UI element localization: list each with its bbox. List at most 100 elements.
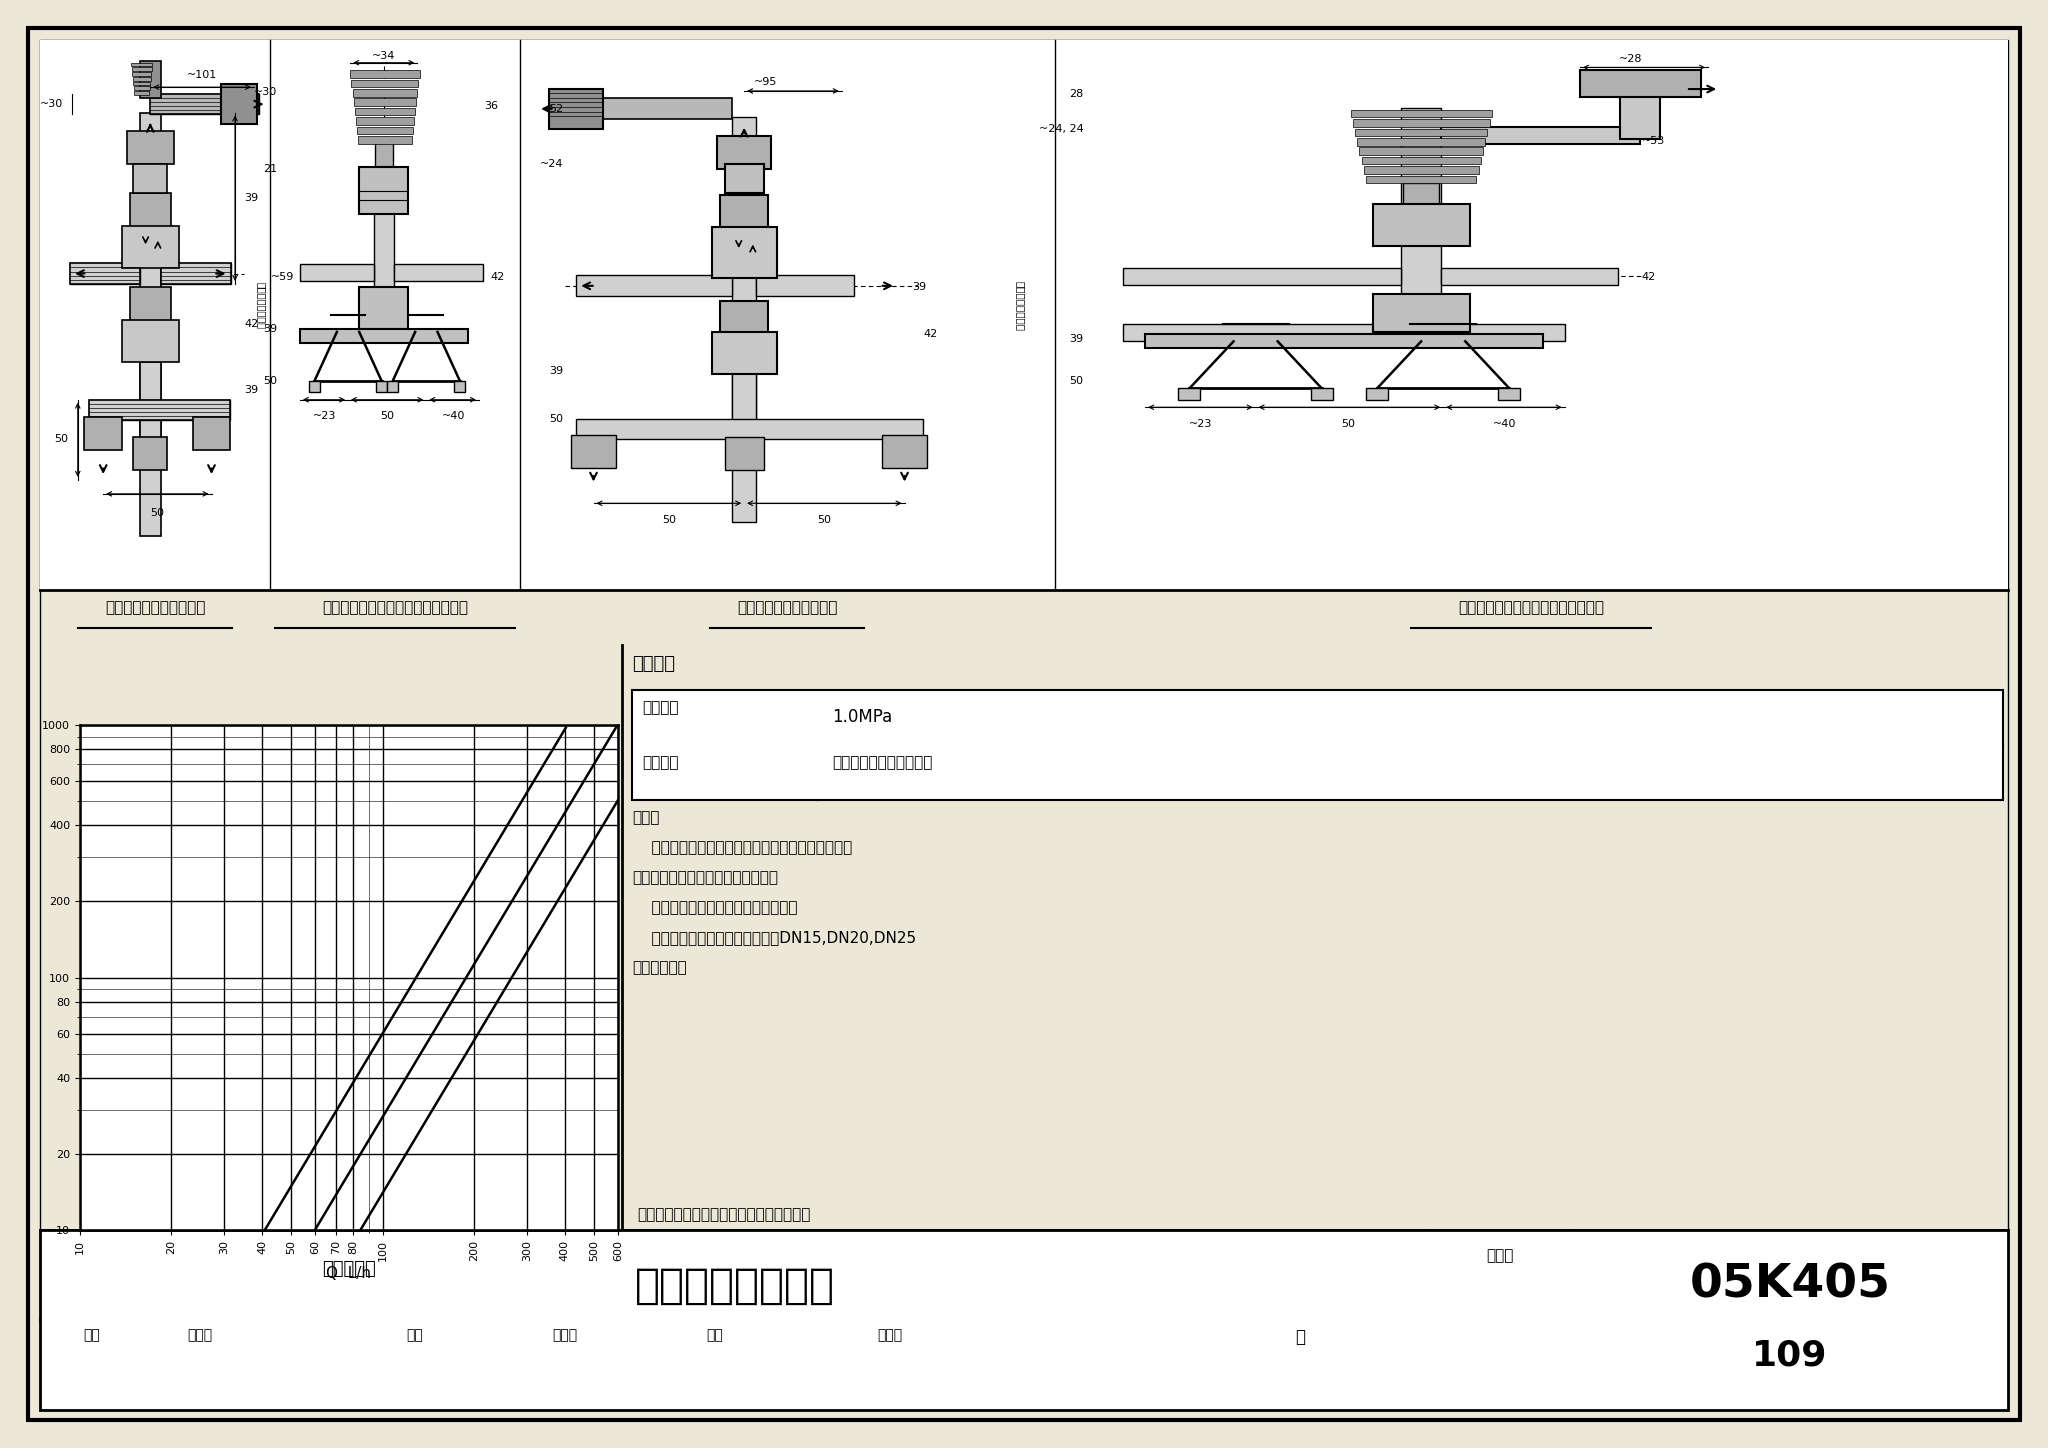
Bar [160,264,231,284]
Bar [1499,388,1520,400]
Bar [131,62,152,67]
Bar [633,691,2003,799]
Text: 39: 39 [1069,333,1083,343]
Bar [139,362,160,447]
Text: 工作压力: 工作压力 [641,699,678,715]
Bar [41,41,2007,589]
Bar [133,87,150,90]
Text: 36: 36 [485,101,498,111]
Bar [756,275,854,297]
Text: 页: 页 [1294,1328,1305,1347]
Bar [1403,184,1440,207]
Text: ~30: ~30 [39,98,63,109]
Text: 52: 52 [549,104,563,114]
Bar [354,98,416,106]
Bar [565,98,733,119]
Bar [725,165,764,193]
Text: 42: 42 [1642,272,1657,282]
Text: 50: 50 [55,434,68,445]
Bar [1364,167,1479,174]
Text: 单管系统温控阀组，带预设定功能。: 单管系统温控阀组，带预设定功能。 [633,901,797,915]
Bar [129,287,172,324]
Bar [571,436,616,469]
Text: 21: 21 [264,164,279,174]
Text: 50: 50 [1341,418,1356,429]
Text: 单管系统温控阀组构造示意图（一）: 单管系统温控阀组构造示意图（一） [322,599,469,615]
Bar [358,136,412,143]
Text: 散热器接口中心距: 散热器接口中心距 [256,282,266,329]
Bar [1358,138,1485,146]
Text: 校对: 校对 [408,1328,424,1342]
Bar [131,68,152,71]
Bar [1366,388,1389,400]
Text: ~24: ~24 [541,159,563,169]
Bar [711,226,776,278]
Bar [150,94,258,114]
Bar [88,400,229,420]
Bar [133,72,152,75]
Bar [1620,80,1659,139]
Text: ~59: ~59 [270,272,295,282]
Bar [160,264,231,284]
Text: 39: 39 [264,324,279,334]
Bar [358,287,408,329]
Bar [1372,294,1470,332]
Text: 42: 42 [924,329,938,339]
Text: ~24, 24: ~24, 24 [1038,123,1083,133]
Text: ────────────────: ──────────────── [1470,623,1591,636]
Bar [883,436,928,469]
Text: 具有主回路及锁闭回路。可在单管系统中不切断系: 具有主回路及锁闭回路。可在单管系统中不切断系 [633,840,852,854]
Bar [575,275,733,297]
Bar [1442,268,1618,285]
Text: 等各种接口。: 等各种接口。 [633,960,686,975]
Text: 阻力线算图: 阻力线算图 [322,1260,377,1279]
Text: 28: 28 [1069,88,1083,98]
Text: 50: 50 [1069,376,1083,387]
Bar [387,381,399,392]
Bar [373,211,393,329]
Bar [150,94,258,114]
Bar [356,117,414,125]
Bar [135,91,150,94]
Bar [1356,129,1487,136]
Bar [133,77,152,81]
Text: 统流量的情况下安装或拆除散热器。: 统流量的情况下安装或拆除散热器。 [633,870,778,885]
Bar [299,264,373,281]
Text: ~28: ~28 [1620,54,1642,64]
Bar [350,71,420,78]
Text: ───────────: ─────────── [115,623,197,636]
Text: 50: 50 [817,514,831,524]
Bar [1145,334,1542,348]
Bar [575,418,924,439]
Text: 05K405: 05K405 [1690,1263,1890,1308]
Text: 与散热器的接管可借助附件提供DN15,DN20,DN25: 与散热器的接管可借助附件提供DN15,DN20,DN25 [633,930,915,946]
Bar [299,329,467,343]
Bar [139,61,160,98]
Bar [129,193,172,230]
Text: ~30: ~30 [254,87,279,97]
Text: 50: 50 [150,508,164,518]
Bar [1350,110,1491,117]
Bar [1178,388,1200,400]
Bar [139,113,160,536]
Bar [393,264,483,281]
Text: 42: 42 [244,320,258,329]
Bar [70,264,139,284]
Text: 50: 50 [381,411,393,421]
Text: ───────────: ─────────── [745,623,827,636]
Bar [725,437,764,471]
Bar [721,194,768,232]
Bar [193,417,229,450]
Text: 单管系统温控阀组构造示意图（二）: 单管系统温控阀组构造示意图（二） [1458,599,1604,615]
Text: ~23: ~23 [313,411,336,421]
Bar [221,84,256,125]
Bar [352,80,418,87]
Text: 39: 39 [549,366,563,376]
Text: 手动调节阀或自动温控阀: 手动调节阀或自动温控阀 [831,754,932,770]
Bar [711,332,776,374]
Text: ~53: ~53 [1642,136,1665,146]
Bar [1354,119,1489,127]
Bar [375,140,393,169]
Text: 调节装置: 调节装置 [641,754,678,770]
Bar [133,81,150,85]
